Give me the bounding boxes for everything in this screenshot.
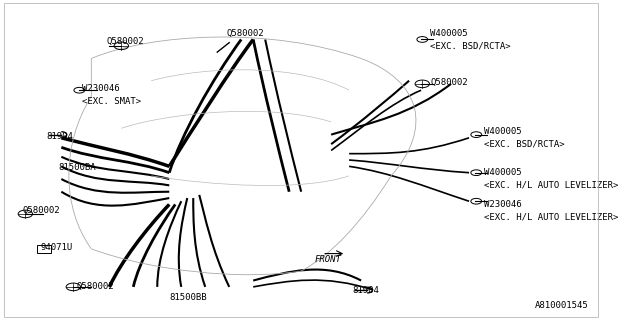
Text: W400005: W400005 (430, 28, 468, 38)
Text: W400005: W400005 (484, 168, 522, 177)
Text: W400005: W400005 (484, 127, 522, 136)
Text: Q580002: Q580002 (22, 206, 60, 215)
Text: 94071U: 94071U (40, 243, 72, 252)
Text: 81500BB: 81500BB (169, 293, 207, 302)
Text: 81500BA: 81500BA (58, 164, 96, 172)
Text: 81904: 81904 (352, 285, 379, 295)
Text: Q580002: Q580002 (106, 36, 144, 45)
Text: Q580002: Q580002 (76, 282, 114, 292)
Text: <EXC. H/L AUTO LEVELIZER>: <EXC. H/L AUTO LEVELIZER> (484, 212, 618, 222)
Text: W230046: W230046 (484, 200, 522, 209)
Text: Q580002: Q580002 (226, 28, 264, 38)
Text: <EXC. SMAT>: <EXC. SMAT> (83, 97, 141, 106)
Text: FRONT: FRONT (315, 255, 342, 264)
Text: <EXC. BSD/RCTA>: <EXC. BSD/RCTA> (484, 140, 564, 148)
Text: 81904: 81904 (46, 132, 73, 141)
Text: A810001545: A810001545 (535, 301, 589, 310)
Text: <EXC. H/L AUTO LEVELIZER>: <EXC. H/L AUTO LEVELIZER> (484, 181, 618, 190)
Text: Q580002: Q580002 (430, 78, 468, 87)
Text: <EXC. BSD/RCTA>: <EXC. BSD/RCTA> (430, 41, 511, 50)
Text: W230046: W230046 (83, 84, 120, 93)
